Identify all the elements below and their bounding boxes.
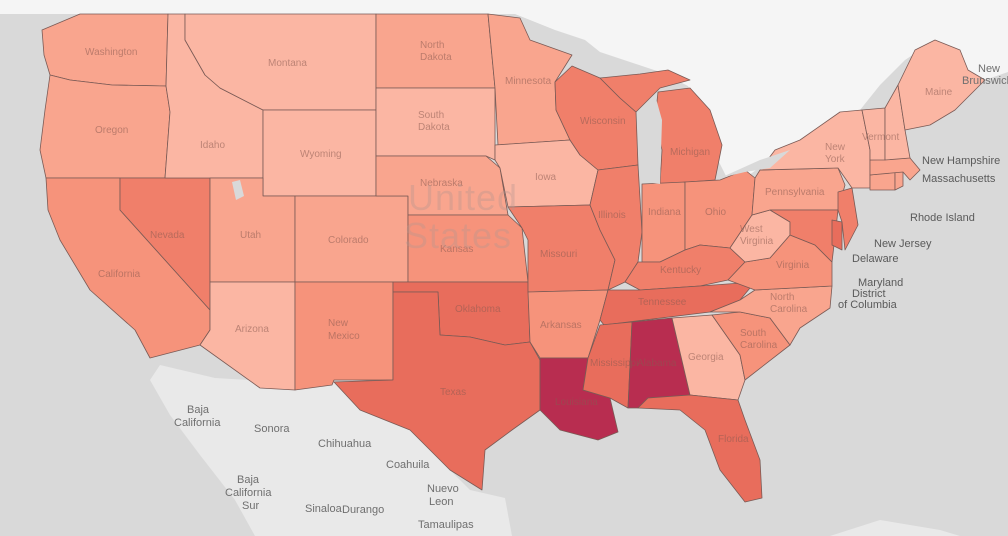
- label-maryland: Maryland: [858, 277, 903, 289]
- label-sonora: Sonora: [254, 423, 290, 435]
- label-illinois: Illinois: [598, 210, 626, 221]
- state-kansas[interactable]: [407, 214, 529, 283]
- label-louisiana: Louisiana: [555, 397, 598, 408]
- label-oklahoma: Oklahoma: [455, 304, 501, 315]
- label-chihuahua: Chihuahua: [318, 438, 372, 450]
- label-new-york-2: York: [825, 154, 846, 165]
- label-new-brunswick-2: Brunswick: [962, 75, 1008, 87]
- label-rhode-island: Rhode Island: [910, 212, 975, 224]
- label-north-dakota-2: Dakota: [420, 52, 452, 63]
- label-tamaulipas: Tamaulipas: [418, 519, 474, 531]
- state-south-dakota[interactable]: [375, 87, 496, 161]
- state-florida[interactable]: [637, 394, 763, 503]
- label-nuevo-leon-2: Leon: [429, 496, 453, 508]
- label-massachusetts: Massachusetts: [922, 173, 996, 185]
- label-michigan: Michigan: [670, 147, 710, 158]
- label-minnesota: Minnesota: [505, 76, 552, 87]
- state-delaware[interactable]: [831, 219, 843, 251]
- label-south-dakota-1: South: [418, 110, 444, 121]
- label-new-brunswick-1: New: [978, 63, 1000, 75]
- label-west-virginia-1: West: [740, 224, 763, 235]
- label-montana: Montana: [268, 58, 307, 69]
- label-mississippi: Mississippi: [590, 358, 638, 369]
- great-salt-lake: [232, 180, 244, 200]
- state-texas[interactable]: [333, 291, 541, 491]
- label-pennsylvania: Pennsylvania: [765, 187, 825, 198]
- label-arizona: Arizona: [235, 324, 269, 335]
- lake-michigan: [638, 95, 662, 184]
- label-baja-california-2: California: [174, 417, 221, 429]
- label-west-virginia-2: Virginia: [740, 236, 774, 247]
- label-baja-california-1: Baja: [187, 404, 210, 416]
- label-wisconsin: Wisconsin: [580, 116, 626, 127]
- canada-land: [0, 0, 1008, 180]
- label-alabama: Alabama: [637, 358, 677, 369]
- label-south-carolina-2: Carolina: [740, 340, 778, 351]
- label-utah: Utah: [240, 230, 261, 241]
- lake-erie: [720, 150, 790, 178]
- label-nevada: Nevada: [150, 230, 185, 241]
- label-north-dakota-1: North: [420, 40, 444, 51]
- label-delaware: Delaware: [852, 253, 898, 265]
- label-baja-california-sur-3: Sur: [242, 500, 259, 512]
- country-label-line2: States: [404, 215, 512, 256]
- label-kentucky: Kentucky: [660, 265, 701, 276]
- label-nebraska: Nebraska: [420, 178, 463, 189]
- label-new-jersey: New Jersey: [874, 238, 932, 250]
- label-washington: Washington: [85, 47, 137, 58]
- label-new-hampshire: New Hampshire: [922, 155, 1000, 167]
- label-ohio: Ohio: [705, 207, 727, 218]
- label-dc-1: District: [852, 288, 886, 300]
- label-colorado: Colorado: [328, 235, 369, 246]
- label-sinaloa: Sinaloa: [305, 503, 343, 515]
- label-california: California: [98, 269, 141, 280]
- label-maine: Maine: [925, 87, 953, 98]
- label-baja-california-sur-2: California: [225, 487, 272, 499]
- state-maryland[interactable]: [769, 209, 839, 263]
- label-coahuila: Coahuila: [386, 459, 430, 471]
- state-north-carolina[interactable]: [709, 285, 833, 346]
- label-kansas: Kansas: [440, 244, 473, 255]
- states-layer: [39, 13, 986, 503]
- label-dc-2: of Columbia: [838, 299, 898, 311]
- state-north-dakota[interactable]: [375, 13, 496, 89]
- state-vermont[interactable]: [861, 107, 886, 161]
- label-new-york-1: New: [825, 142, 846, 153]
- state-maine[interactable]: [897, 39, 986, 131]
- label-missouri: Missouri: [540, 249, 577, 260]
- label-idaho: Idaho: [200, 140, 225, 151]
- country-label-line1: United: [408, 177, 518, 218]
- callout-labels: New Hampshire Massachusetts Rhode Island…: [838, 155, 1000, 311]
- label-florida: Florida: [718, 434, 749, 445]
- label-new-mexico-1: New: [328, 318, 349, 329]
- label-texas: Texas: [440, 387, 466, 398]
- label-georgia: Georgia: [688, 352, 724, 363]
- label-tennessee: Tennessee: [638, 297, 687, 308]
- label-baja-california-sur-1: Baja: [237, 474, 260, 486]
- state-illinois[interactable]: [589, 164, 643, 291]
- label-south-carolina-1: South: [740, 328, 766, 339]
- state-labels: Washington Oregon California Nevada Idah…: [85, 40, 953, 445]
- cuba-land: [830, 520, 960, 536]
- label-virginia: Virginia: [776, 260, 810, 271]
- label-iowa: Iowa: [535, 172, 557, 183]
- outside-labels: Baja California Sonora Chihuahua Baja Ca…: [174, 63, 1008, 531]
- label-wyoming: Wyoming: [300, 149, 342, 160]
- label-vermont: Vermont: [862, 132, 899, 143]
- state-indiana[interactable]: [641, 181, 686, 263]
- label-north-carolina-2: Carolina: [770, 304, 808, 315]
- label-nuevo-leon-1: Nuevo: [427, 483, 459, 495]
- mexico-land: [150, 365, 512, 536]
- label-durango: Durango: [342, 504, 384, 516]
- label-north-carolina-1: North: [770, 292, 794, 303]
- label-oregon: Oregon: [95, 125, 128, 136]
- label-south-dakota-2: Dakota: [418, 122, 450, 133]
- label-new-mexico-2: Mexico: [328, 331, 360, 342]
- state-new-hampshire[interactable]: [884, 84, 911, 161]
- label-indiana: Indiana: [648, 207, 681, 218]
- state-michigan-upper[interactable]: [599, 69, 691, 113]
- label-arkansas: Arkansas: [540, 320, 582, 331]
